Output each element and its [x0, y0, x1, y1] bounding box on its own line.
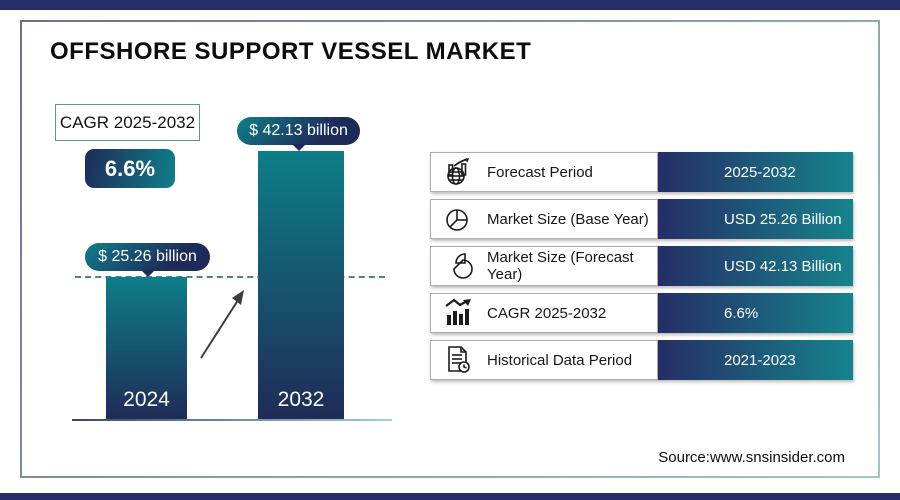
- bar-2032: 2032: [258, 151, 344, 419]
- table-row-label: Market Size (Base Year): [487, 210, 649, 228]
- pie-chart-icon: [442, 203, 474, 235]
- bar-year-label: 2032: [277, 388, 325, 411]
- globe-trend-icon: [442, 156, 474, 188]
- table-row: Market Size (Base Year) USD 25.26 Billio…: [430, 199, 853, 239]
- table-row-label: Forecast Period: [487, 163, 593, 181]
- table-row: Historical Data Period 2021-2023: [430, 340, 853, 380]
- document-clock-icon: [442, 344, 474, 376]
- table-row: Forecast Period 2025-2032: [430, 152, 853, 192]
- table-row-value: 2025-2032: [658, 152, 853, 192]
- source-attribution: Source:www.snsinsider.com: [658, 449, 845, 466]
- table-row-value: 6.6%: [658, 293, 853, 333]
- table-row-value: USD 42.13 Billion: [658, 246, 853, 286]
- table-row-value: 2021-2023: [658, 340, 853, 380]
- bottom-accent-band: [0, 493, 900, 500]
- reference-dashed-line: [75, 276, 385, 278]
- cagr-label-box: CAGR 2025-2032: [55, 104, 200, 141]
- pie-chart-exploded-icon: [442, 250, 474, 282]
- table-row-label: Historical Data Period: [487, 351, 633, 369]
- chart-baseline: [72, 419, 392, 421]
- growth-arrow-icon: [198, 286, 250, 362]
- cagr-value-badge: 6.6%: [85, 149, 175, 188]
- page-title: OFFSHORE SUPPORT VESSEL MARKET: [50, 38, 532, 65]
- table-row-label: Market Size (Forecast Year): [487, 249, 634, 283]
- table-row-value: USD 25.26 Billion: [658, 199, 853, 239]
- table-row: Market Size (Forecast Year) USD 42.13 Bi…: [430, 246, 853, 286]
- table-row-label: CAGR 2025-2032: [487, 304, 607, 322]
- top-accent-band: [0, 0, 900, 10]
- bar-2024: 2024: [106, 277, 187, 419]
- market-summary-table: Forecast Period 2025-2032 Market Size (B…: [430, 152, 853, 387]
- bar-chart-trend-icon: [442, 297, 474, 329]
- table-row: CAGR 2025-2032 6.6%: [430, 293, 853, 333]
- bar-value-label-2032: $ 42.13 billion: [237, 117, 360, 145]
- bar-year-label: 2024: [123, 388, 170, 411]
- bar-value-label-2024: $ 25.26 billion: [85, 243, 210, 271]
